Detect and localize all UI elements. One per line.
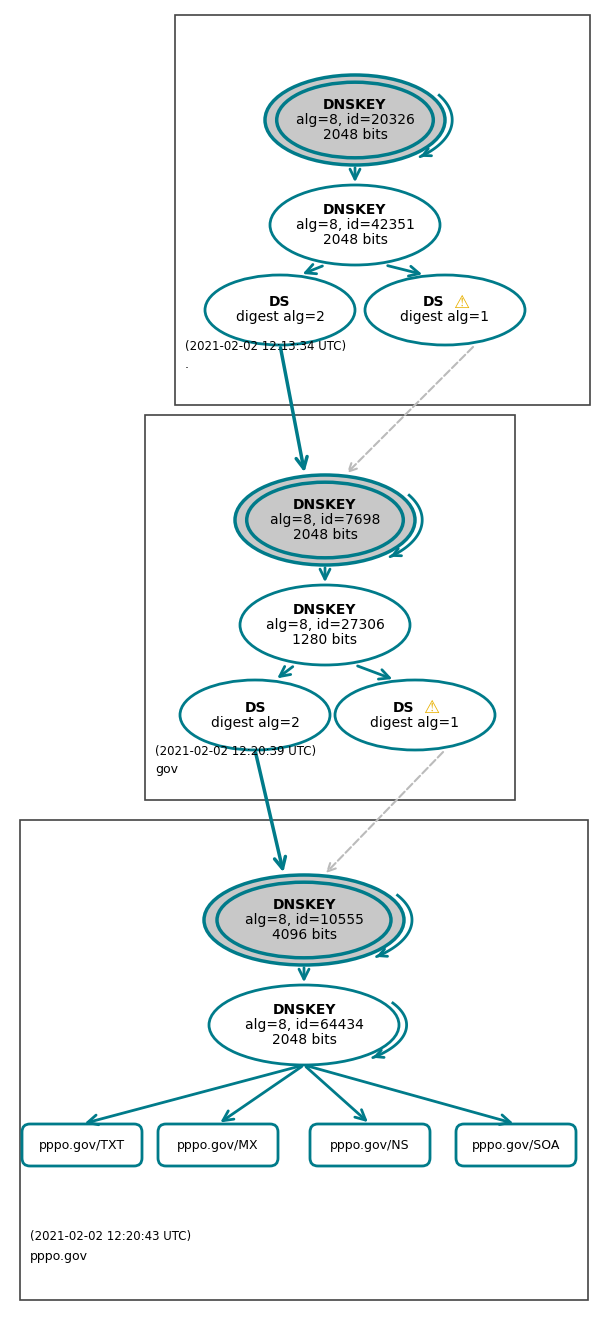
Ellipse shape	[180, 680, 330, 750]
Text: DNSKEY: DNSKEY	[272, 898, 336, 912]
Text: digest alg=1: digest alg=1	[401, 310, 489, 325]
Text: DNSKEY: DNSKEY	[293, 498, 357, 512]
Bar	[175, 15, 590, 405]
Text: ⚠: ⚠	[453, 293, 469, 312]
Text: DNSKEY: DNSKEY	[293, 603, 357, 616]
Ellipse shape	[240, 585, 410, 665]
Text: pppo.gov/TXT: pppo.gov/TXT	[39, 1138, 125, 1151]
Text: 1280 bits: 1280 bits	[292, 634, 358, 647]
Text: 2048 bits: 2048 bits	[323, 234, 387, 247]
Text: alg=8, id=27306: alg=8, id=27306	[266, 618, 384, 632]
Text: gov: gov	[155, 763, 178, 776]
Text: alg=8, id=7698: alg=8, id=7698	[270, 513, 380, 527]
Text: alg=8, id=64434: alg=8, id=64434	[244, 1018, 364, 1032]
Text: DS: DS	[269, 296, 291, 309]
Bar	[145, 414, 515, 800]
Text: pppo.gov: pppo.gov	[30, 1250, 88, 1263]
Text: DS: DS	[422, 296, 444, 309]
Text: pppo.gov/MX: pppo.gov/MX	[177, 1138, 259, 1151]
Text: digest alg=2: digest alg=2	[235, 310, 325, 325]
Text: digest alg=1: digest alg=1	[370, 715, 460, 730]
FancyBboxPatch shape	[456, 1125, 576, 1166]
Text: alg=8, id=10555: alg=8, id=10555	[244, 913, 364, 927]
Text: DS: DS	[392, 701, 414, 714]
FancyBboxPatch shape	[22, 1125, 142, 1166]
Text: DNSKEY: DNSKEY	[323, 203, 387, 216]
Text: (2021-02-02 12:13:34 UTC): (2021-02-02 12:13:34 UTC)	[185, 341, 346, 352]
Ellipse shape	[335, 680, 495, 750]
Text: 2048 bits: 2048 bits	[323, 128, 387, 143]
Text: alg=8, id=20326: alg=8, id=20326	[295, 114, 415, 127]
Text: 4096 bits: 4096 bits	[272, 928, 336, 942]
FancyBboxPatch shape	[310, 1125, 430, 1166]
Text: DS: DS	[244, 701, 266, 714]
Ellipse shape	[209, 985, 399, 1065]
Ellipse shape	[265, 75, 445, 165]
Ellipse shape	[365, 275, 525, 345]
Text: (2021-02-02 12:20:43 UTC): (2021-02-02 12:20:43 UTC)	[30, 1230, 191, 1243]
Text: ⚠: ⚠	[423, 698, 439, 717]
Text: alg=8, id=42351: alg=8, id=42351	[295, 218, 415, 232]
Text: digest alg=2: digest alg=2	[210, 715, 299, 730]
Ellipse shape	[205, 275, 355, 345]
Text: .: .	[185, 358, 189, 371]
Text: pppo.gov/SOA: pppo.gov/SOA	[472, 1138, 560, 1151]
Text: 2048 bits: 2048 bits	[272, 1034, 336, 1047]
Text: pppo.gov/NS: pppo.gov/NS	[330, 1138, 410, 1151]
Ellipse shape	[270, 185, 440, 265]
Bar	[20, 820, 588, 1300]
Ellipse shape	[204, 875, 404, 965]
Text: DNSKEY: DNSKEY	[272, 1003, 336, 1016]
Ellipse shape	[235, 475, 415, 565]
FancyBboxPatch shape	[158, 1125, 278, 1166]
Text: 2048 bits: 2048 bits	[292, 528, 358, 543]
Text: (2021-02-02 12:20:39 UTC): (2021-02-02 12:20:39 UTC)	[155, 744, 316, 758]
Text: DNSKEY: DNSKEY	[323, 98, 387, 112]
